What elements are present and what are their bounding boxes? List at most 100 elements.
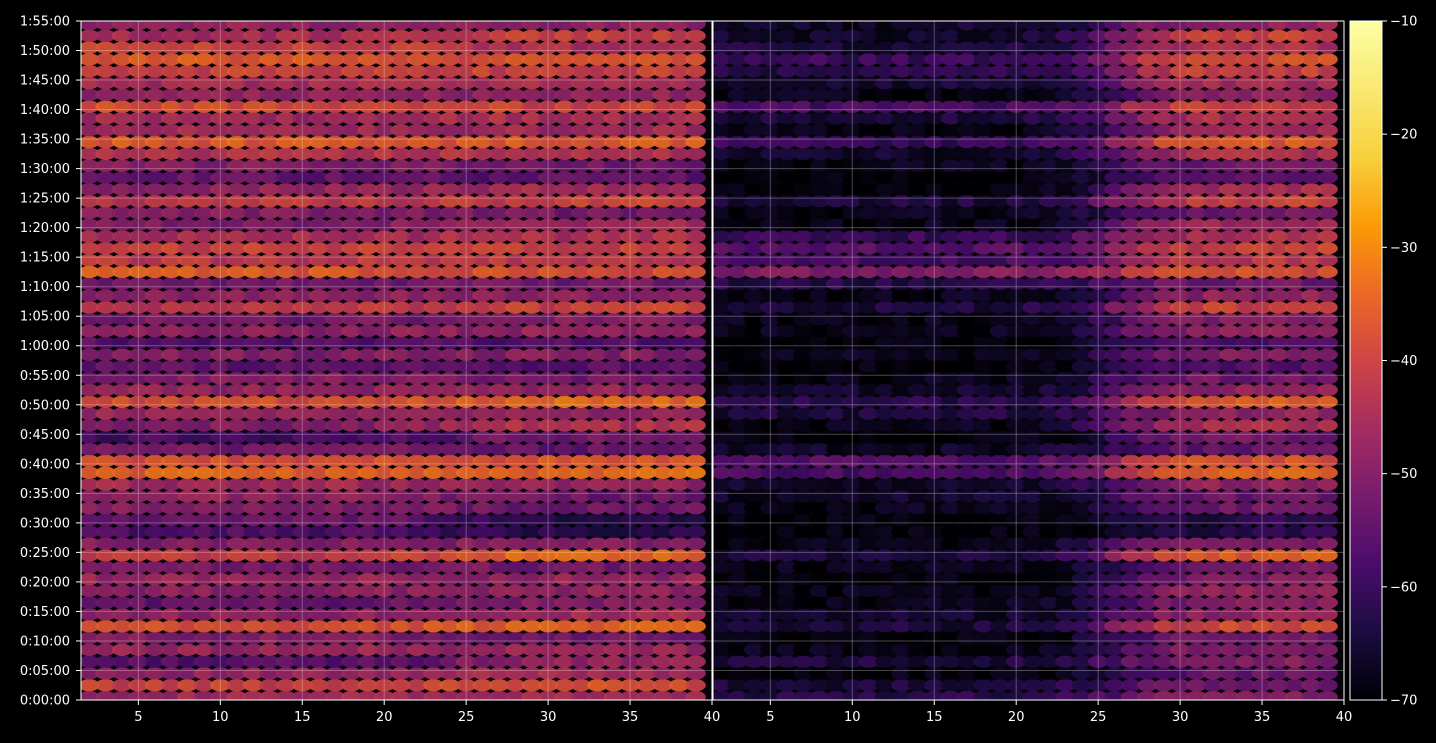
heat-cell bbox=[210, 21, 231, 31]
heat-cell bbox=[81, 183, 100, 196]
heat-cell bbox=[357, 667, 378, 680]
heat-cell bbox=[111, 383, 133, 397]
x-tick-label: 15 bbox=[294, 710, 311, 725]
heat-cell bbox=[603, 53, 624, 66]
heat-cell bbox=[760, 631, 781, 645]
heat-cell bbox=[374, 124, 395, 137]
heat-cell bbox=[619, 159, 641, 172]
heat-cell bbox=[81, 124, 100, 137]
heat-cell bbox=[144, 301, 165, 314]
heat-cell bbox=[259, 159, 280, 172]
heat-cell bbox=[505, 76, 526, 90]
heat-cell bbox=[374, 29, 395, 42]
heat-cell bbox=[423, 549, 444, 562]
heat-cell bbox=[619, 348, 641, 361]
heat-cell bbox=[472, 643, 493, 656]
heat-cell bbox=[111, 584, 133, 597]
heat-cell bbox=[488, 112, 510, 125]
heat-cell bbox=[603, 313, 624, 326]
heat-cell bbox=[1137, 572, 1158, 586]
heat-cell bbox=[1317, 29, 1338, 42]
heat-cell bbox=[1317, 395, 1338, 408]
heat-cell bbox=[308, 135, 329, 149]
heat-cell bbox=[472, 253, 493, 267]
heat-cell bbox=[210, 679, 231, 692]
heat-cell bbox=[537, 29, 559, 42]
heat-cell bbox=[341, 159, 362, 172]
heat-cell bbox=[308, 218, 329, 231]
heat-cell bbox=[521, 383, 542, 397]
heat-cell bbox=[259, 372, 280, 385]
heat-cell bbox=[1202, 620, 1224, 633]
heat-cell bbox=[940, 608, 961, 621]
heat-cell bbox=[308, 265, 329, 279]
heat-cell bbox=[341, 572, 362, 586]
heat-cell bbox=[1006, 596, 1027, 609]
heat-cell bbox=[390, 159, 411, 172]
heat-cell bbox=[259, 242, 280, 255]
heat-cell bbox=[537, 442, 559, 456]
heat-cell bbox=[144, 490, 165, 503]
heat-cell bbox=[1219, 643, 1240, 656]
heat-cell bbox=[177, 21, 198, 31]
heat-cell bbox=[341, 336, 362, 349]
heat-cell bbox=[144, 253, 165, 267]
heat-cell bbox=[669, 454, 690, 468]
heat-cell bbox=[891, 608, 912, 621]
heat-cell bbox=[488, 419, 510, 432]
heat-cell bbox=[456, 313, 477, 326]
heat-cell bbox=[1219, 690, 1240, 700]
heat-cell bbox=[570, 277, 592, 290]
heat-cell bbox=[193, 171, 215, 184]
heat-cell bbox=[603, 277, 624, 290]
heat-cell bbox=[128, 608, 149, 621]
heat-cell bbox=[685, 360, 706, 373]
heat-cell bbox=[940, 655, 961, 668]
heat-cell bbox=[95, 655, 116, 668]
heat-cell bbox=[505, 289, 526, 302]
heat-cell bbox=[521, 135, 542, 149]
heat-cell bbox=[1022, 620, 1043, 633]
heat-cell bbox=[456, 561, 477, 574]
heat-cell bbox=[874, 690, 896, 700]
heat-cell bbox=[652, 124, 673, 137]
heat-cell bbox=[292, 631, 313, 645]
heat-cell bbox=[456, 65, 477, 78]
heat-cell bbox=[456, 395, 477, 408]
heat-cell bbox=[226, 21, 247, 31]
heat-cell bbox=[1120, 620, 1142, 633]
heat-cell bbox=[636, 301, 657, 314]
heat-cell bbox=[81, 383, 100, 397]
heat-cell bbox=[727, 608, 748, 621]
heat-cell bbox=[242, 490, 264, 503]
heat-cell bbox=[713, 572, 732, 586]
heat-cell bbox=[603, 135, 624, 149]
heat-cell bbox=[587, 513, 608, 527]
heat-cell bbox=[210, 29, 231, 42]
heat-cell bbox=[308, 301, 329, 314]
heat-cell bbox=[685, 490, 706, 503]
heat-cell bbox=[619, 407, 641, 420]
heat-cell bbox=[505, 525, 526, 538]
heat-cell bbox=[160, 490, 182, 503]
heat-cell bbox=[652, 265, 673, 279]
heat-cell bbox=[242, 183, 264, 196]
heat-cell bbox=[357, 419, 378, 432]
heat-cell bbox=[144, 171, 165, 184]
heat-cell bbox=[669, 194, 690, 208]
heat-cell bbox=[210, 112, 231, 125]
heat-cell bbox=[390, 41, 411, 54]
heat-cell bbox=[636, 501, 657, 515]
heat-cell bbox=[242, 218, 264, 231]
heat-cell bbox=[390, 277, 411, 290]
heat-cell bbox=[587, 525, 608, 538]
heat-cell bbox=[825, 620, 847, 633]
heat-cell bbox=[488, 537, 510, 550]
heat-cell bbox=[226, 336, 247, 349]
heat-cell bbox=[669, 336, 690, 349]
heat-cell bbox=[1071, 620, 1093, 633]
heat-cell bbox=[1104, 643, 1125, 656]
heat-cell bbox=[193, 147, 215, 160]
heat-cell bbox=[111, 41, 133, 54]
heat-cell bbox=[406, 218, 428, 231]
